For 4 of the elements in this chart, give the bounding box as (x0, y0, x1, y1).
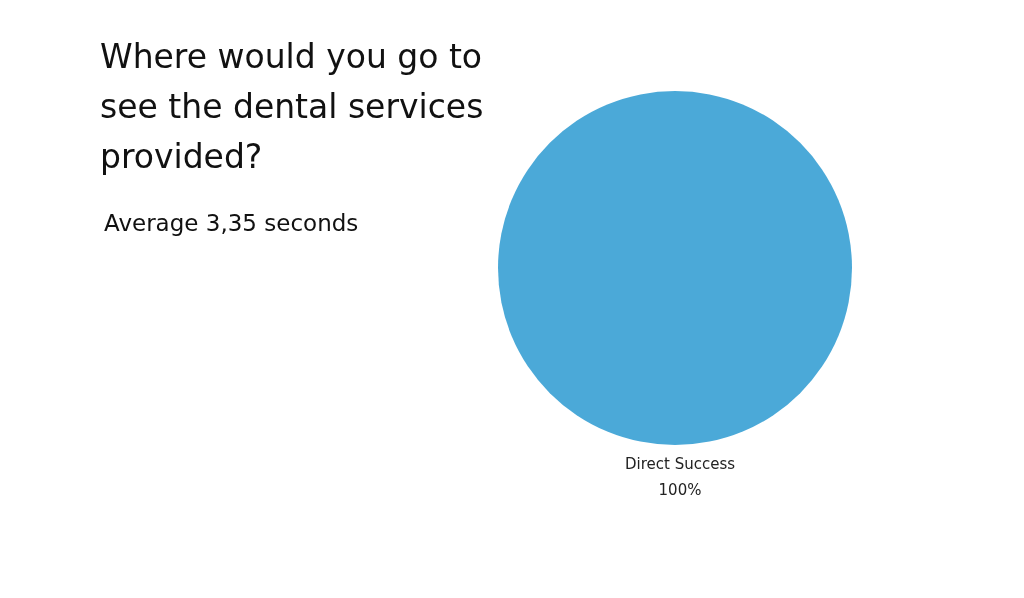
data-label: 100% (658, 481, 702, 499)
slice-label: Direct Success (624, 455, 736, 473)
chart-title: Where would you go to see the dental services provided? (100, 37, 484, 176)
text: Average 3,35 seconds (104, 210, 359, 236)
